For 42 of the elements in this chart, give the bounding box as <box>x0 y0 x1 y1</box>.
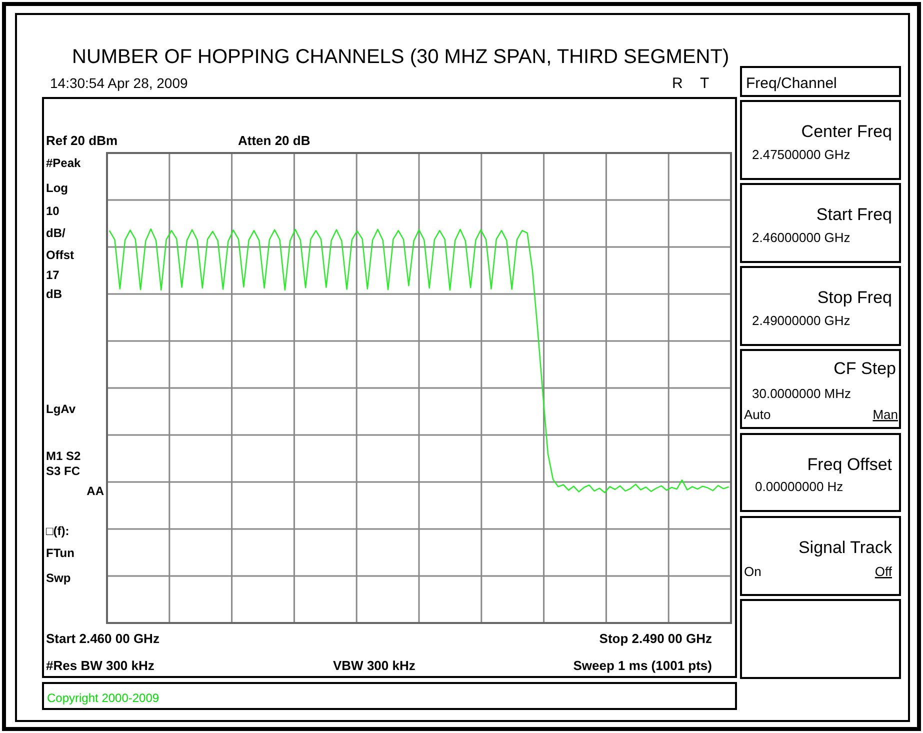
text: VBW 300 kHz <box>333 658 416 673</box>
chart-title: NUMBER OF HOPPING CHANNELS (30 MHZ SPAN, THIRD SEGMENT) <box>72 46 730 68</box>
text: Swp <box>46 571 71 585</box>
text: Off <box>874 564 892 579</box>
text: Atten 20 dB <box>238 133 310 148</box>
text: 2.49000000 GHz <box>752 313 850 328</box>
text: 2.46000000 GHz <box>752 230 850 245</box>
text: 2.47500000 GHz <box>752 147 850 162</box>
text: dB <box>46 287 62 301</box>
text: On <box>744 564 762 579</box>
text: Copyright 2000-2009 <box>47 691 160 705</box>
text: Stop Freq <box>817 288 892 307</box>
text: Log <box>46 181 68 195</box>
text: Freq Offset <box>807 455 892 474</box>
text: 10 <box>46 204 60 218</box>
text: Offst <box>46 248 74 262</box>
text: M1 S2 <box>46 449 82 463</box>
text: 14:30:54 Apr 28, 2009 <box>50 75 188 91</box>
text: 17 <box>46 268 60 282</box>
text: R <box>672 75 683 92</box>
text: Start 2.460 00 GHz <box>46 631 160 646</box>
text: #Res BW 300 kHz <box>46 658 155 673</box>
text: #Peak <box>46 156 82 170</box>
text: Sweep 1 ms (1001 pts) <box>573 658 712 673</box>
text: AA <box>86 484 104 498</box>
text: Signal Track <box>798 538 892 557</box>
text: Stop 2.490 00 GHz <box>599 631 712 646</box>
text: S3 FC <box>46 464 80 478</box>
text: T <box>700 75 710 92</box>
text: Man <box>872 407 898 422</box>
text: Start Freq <box>816 205 892 224</box>
text: CF Step <box>834 359 896 378</box>
text: dB/ <box>46 226 66 240</box>
text: Auto <box>744 407 771 422</box>
text: Center Freq <box>801 122 892 141</box>
text: 0.00000000 Hz <box>755 479 844 494</box>
text: Ref 20 dBm <box>46 133 118 148</box>
text: 30.0000000 MHz <box>752 386 852 401</box>
text: LgAv <box>46 402 76 416</box>
text: □(f): <box>46 524 70 538</box>
text: FTun <box>46 546 74 560</box>
text: Freq/Channel <box>746 75 837 92</box>
